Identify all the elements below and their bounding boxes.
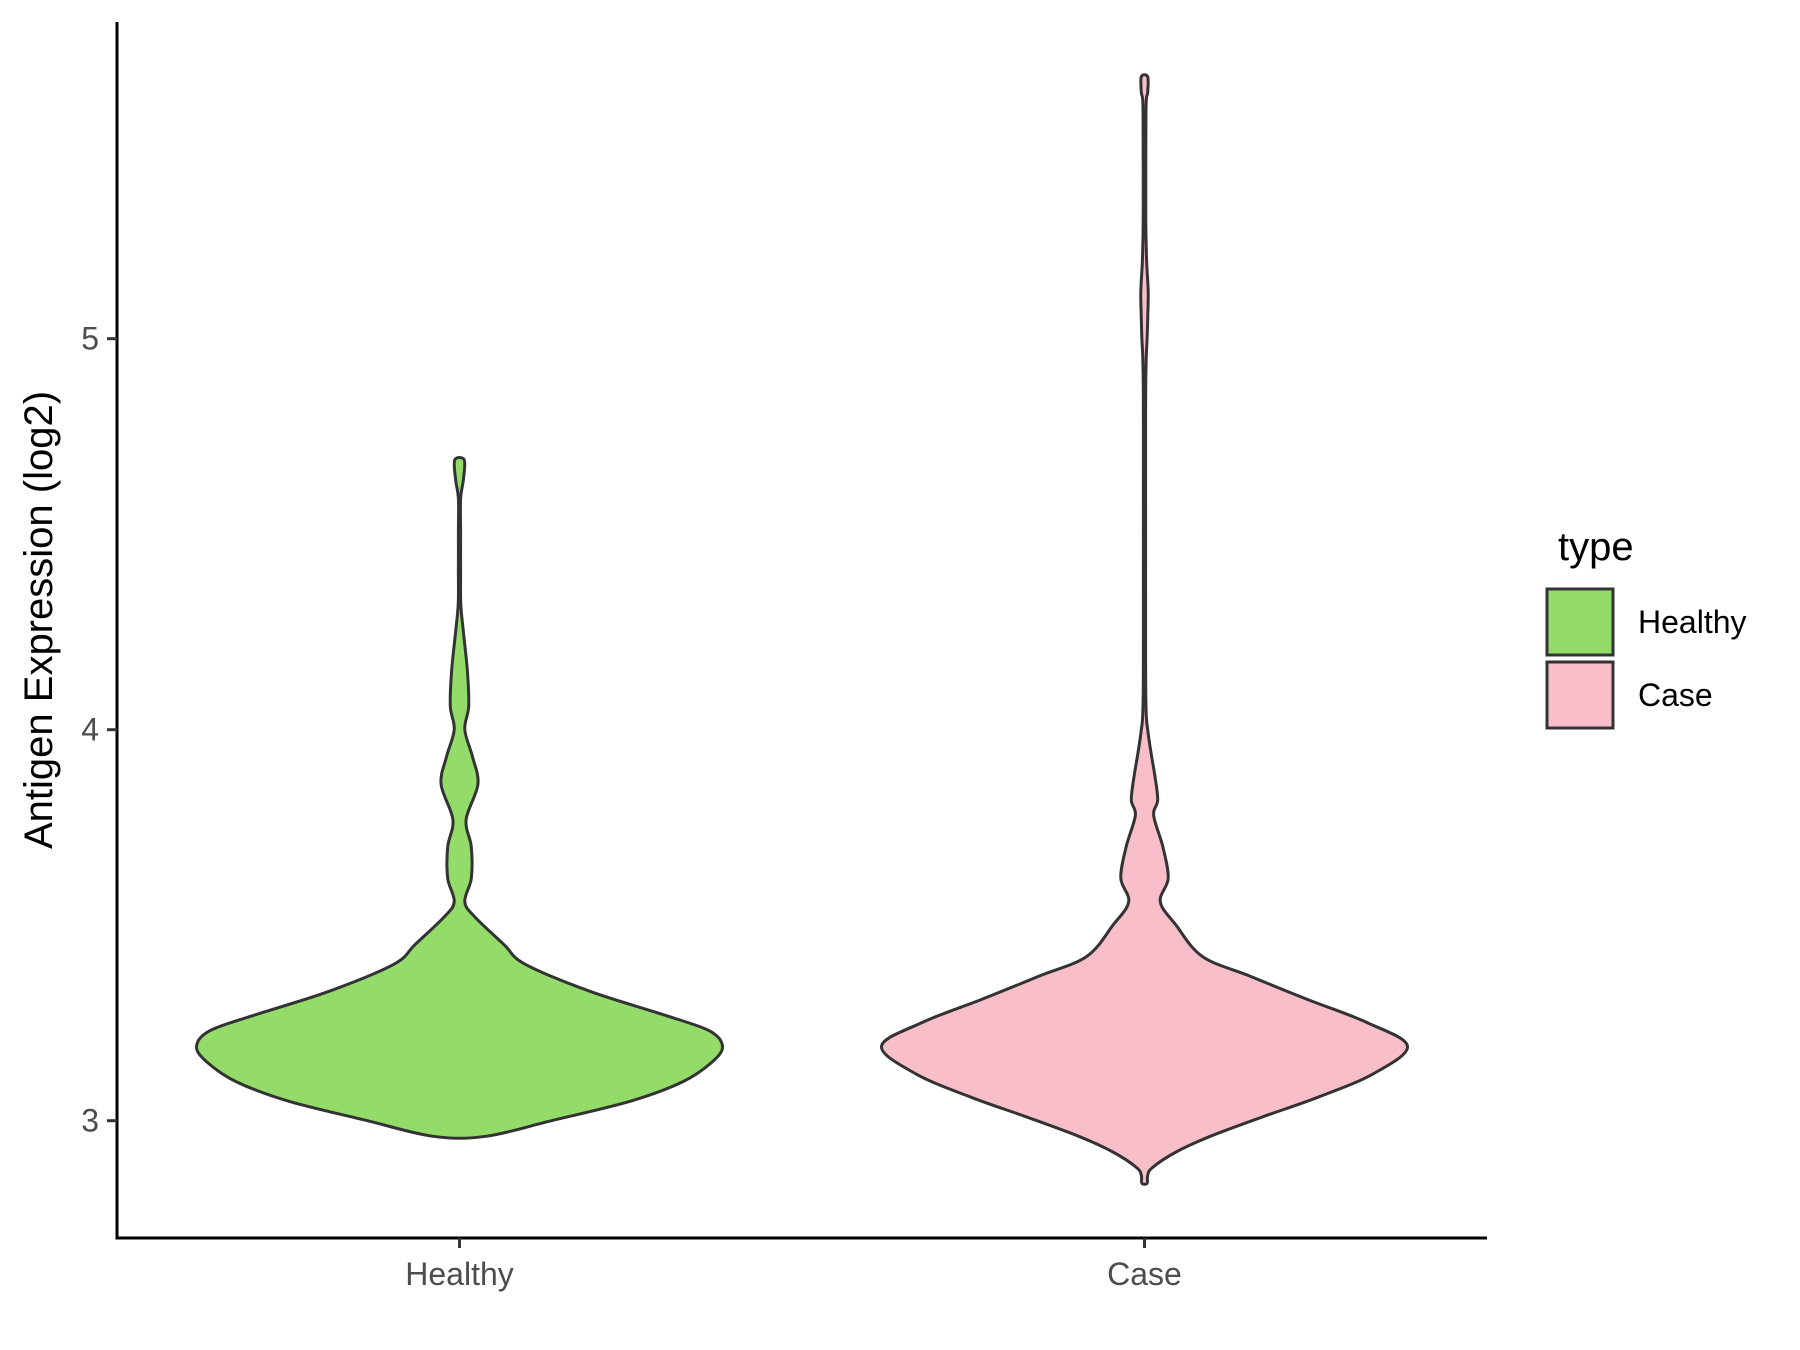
legend-key-case: [1545, 660, 1615, 730]
y-tick-label: 5: [81, 321, 99, 357]
y-axis-title: Antigen Expression (log2): [17, 391, 61, 849]
legend-label-healthy: Healthy: [1638, 604, 1747, 640]
legend: type Healthy Case: [1545, 525, 1747, 730]
legend-label-case: Case: [1638, 677, 1713, 713]
violin-case: [880, 73, 1409, 1186]
plot-area: [194, 73, 1409, 1186]
y-tick-label: 3: [81, 1103, 99, 1139]
legend-key-healthy: [1545, 587, 1615, 657]
legend-title: type: [1558, 525, 1634, 569]
x-tick-label: Healthy: [405, 1256, 514, 1292]
axes: 3 4 5 Healthy Case: [81, 22, 1487, 1292]
y-tick-label: 4: [81, 712, 99, 748]
x-tick-label: Case: [1107, 1256, 1182, 1292]
violin-healthy: [194, 456, 725, 1140]
